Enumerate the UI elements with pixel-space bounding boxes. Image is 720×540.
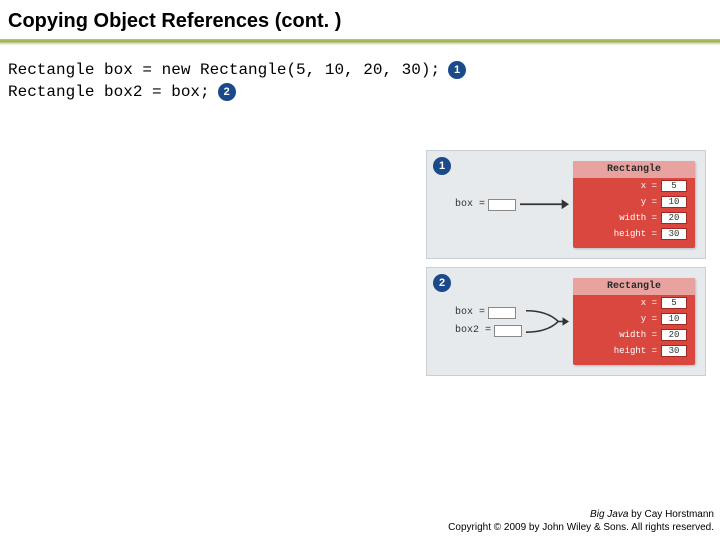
footer-line-1: Big Java by Cay Horstmann <box>448 508 714 521</box>
diagram-2-bullet-icon: 2 <box>433 274 451 292</box>
field-row: width = 20 <box>573 327 695 343</box>
object-box-2: Rectangle x = 5 y = 10 width = 20 height… <box>573 278 695 365</box>
field-row: width = 20 <box>573 210 695 226</box>
copyright-text: Copyright © 2009 by John Wiley & Sons. A… <box>448 521 714 534</box>
field-label: width = <box>581 213 657 223</box>
book-title: Big Java <box>590 509 628 520</box>
ref-label: box2 = <box>455 325 491 336</box>
object-box-1: Rectangle x = 5 y = 10 width = 20 height… <box>573 161 695 248</box>
ref-rect <box>488 199 516 211</box>
field-value: 20 <box>661 212 687 224</box>
field-label: x = <box>581 298 657 308</box>
field-value: 10 <box>661 313 687 325</box>
author-text: by Cay Horstmann <box>628 509 714 520</box>
diagram-1: 1 box = Rectangle x = 5 y = 10 width = 2… <box>426 150 706 259</box>
field-row: x = 5 <box>573 295 695 311</box>
field-value: 30 <box>661 228 687 240</box>
diagram-1-bullet-icon: 1 <box>433 157 451 175</box>
arrow-merge-icon <box>526 300 569 343</box>
code-line-2: Rectangle box2 = box; 2 <box>8 81 712 103</box>
field-value: 5 <box>661 180 687 192</box>
object-header: Rectangle <box>573 161 695 178</box>
bullet-2-icon: 2 <box>218 83 236 101</box>
ref-box: box = <box>455 199 516 211</box>
slide-title: Copying Object References (cont. ) <box>0 0 720 39</box>
field-value: 5 <box>661 297 687 309</box>
object-header: Rectangle <box>573 278 695 295</box>
ref-label: box = <box>455 199 485 210</box>
field-row: height = 30 <box>573 343 695 359</box>
code-block: Rectangle box = new Rectangle(5, 10, 20,… <box>0 59 720 103</box>
field-value: 20 <box>661 329 687 341</box>
field-label: width = <box>581 330 657 340</box>
field-value: 30 <box>661 345 687 357</box>
field-label: height = <box>581 229 657 239</box>
field-value: 10 <box>661 196 687 208</box>
footer: Big Java by Cay Horstmann Copyright © 20… <box>448 508 714 534</box>
diagram-2: 2 box = box2 = Rectangle x = 5 y = <box>426 267 706 376</box>
code-text-2: Rectangle box2 = box; <box>8 81 210 103</box>
diagram-area: 1 box = Rectangle x = 5 y = 10 width = 2… <box>426 150 706 384</box>
field-row: x = 5 <box>573 178 695 194</box>
ref-box2: box2 = <box>455 325 522 337</box>
ref-label: box = <box>455 307 485 318</box>
field-row: y = 10 <box>573 194 695 210</box>
title-underline <box>0 39 720 45</box>
field-row: y = 10 <box>573 311 695 327</box>
ref-rect <box>494 325 522 337</box>
arrow-icon <box>520 192 569 216</box>
code-line-1: Rectangle box = new Rectangle(5, 10, 20,… <box>8 59 712 81</box>
ref-box: box = <box>455 307 522 319</box>
field-label: x = <box>581 181 657 191</box>
bullet-1-icon: 1 <box>448 61 466 79</box>
field-label: height = <box>581 346 657 356</box>
code-text-1: Rectangle box = new Rectangle(5, 10, 20,… <box>8 59 440 81</box>
diagram-1-refs: box = <box>455 199 516 211</box>
field-row: height = 30 <box>573 226 695 242</box>
field-label: y = <box>581 197 657 207</box>
field-label: y = <box>581 314 657 324</box>
diagram-2-refs: box = box2 = <box>455 307 522 337</box>
ref-rect <box>488 307 516 319</box>
